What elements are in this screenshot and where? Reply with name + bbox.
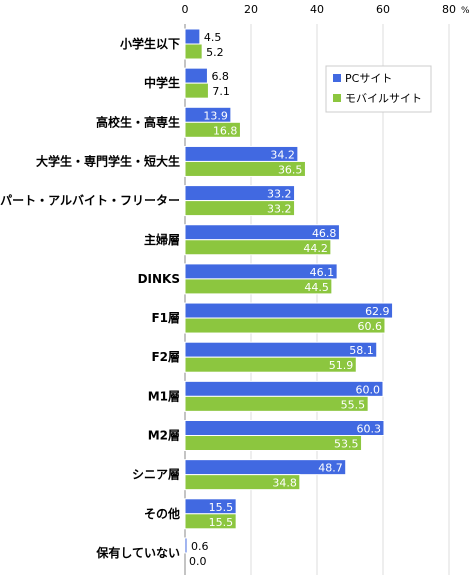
data-label: 13.9	[203, 109, 228, 122]
bar-mobile	[184, 82, 209, 99]
bar-mobile	[184, 317, 386, 334]
data-label: 60.6	[357, 320, 382, 333]
bar-mobile	[184, 513, 237, 530]
bar-pc	[184, 302, 394, 319]
bar-mobile	[184, 200, 296, 217]
category-label: 主婦層	[144, 232, 180, 247]
bar-pc	[184, 380, 384, 397]
bar-mobile	[184, 160, 306, 177]
category-label: F2層	[151, 350, 180, 364]
data-label: 33.2	[267, 203, 292, 216]
bar-pc	[184, 28, 201, 45]
data-label: 55.5	[341, 398, 366, 411]
data-label: 6.8	[211, 70, 229, 83]
bar-mobile	[184, 356, 357, 373]
data-label: 44.5	[304, 281, 329, 294]
category-label: M2層	[148, 429, 180, 443]
bar-mobile	[184, 239, 332, 256]
category-label: 中学生	[144, 75, 180, 90]
data-label: 0.0	[189, 555, 207, 568]
category-label: パート・アルバイト・フリーター	[0, 194, 180, 208]
bar-pc	[184, 537, 188, 554]
data-label: 34.8	[272, 477, 297, 490]
legend-swatch	[333, 94, 341, 102]
data-label: 62.9	[365, 305, 390, 318]
x-axis-ticks: 0 20 40 60 80	[182, 3, 457, 16]
category-label: M1層	[148, 389, 180, 403]
category-label: 保有していない	[95, 545, 180, 560]
bar-mobile	[184, 43, 203, 60]
data-label: 15.5	[209, 501, 234, 514]
data-label: 7.1	[212, 85, 230, 98]
bars: 4.5 5.2 6.8 7.1 13.9 16.8 34.2 36.5 33.2 33.2 46.8…	[184, 28, 394, 568]
legend-swatch	[333, 74, 341, 82]
category-label: 高校生・高専生	[96, 114, 180, 129]
x-tick-label: 60	[376, 3, 390, 16]
data-label: 60.0	[356, 383, 381, 396]
data-label: 0.6	[191, 540, 209, 553]
data-label: 60.3	[356, 423, 381, 436]
x-tick-label: 20	[244, 3, 258, 16]
data-label: 34.2	[270, 148, 295, 161]
legend-label: モバイルサイト	[345, 92, 422, 105]
data-label: 36.5	[278, 163, 303, 176]
category-label: 大学生・専門学生・短大生	[36, 153, 180, 168]
bar-pc	[184, 420, 385, 436]
data-label: 58.1	[349, 344, 374, 357]
bar-mobile	[184, 278, 333, 295]
data-label: 51.9	[329, 359, 354, 372]
legend-label: PCサイト	[345, 72, 392, 85]
bar-pc	[184, 341, 378, 358]
data-label: 15.5	[209, 516, 234, 529]
data-label: 5.2	[206, 46, 224, 59]
x-tick-label: 40	[310, 3, 324, 16]
category-label: F1層	[151, 311, 180, 325]
data-label: 44.2	[303, 242, 328, 255]
data-label: 16.8	[213, 124, 238, 137]
category-label: その他	[144, 506, 180, 521]
data-label: 4.5	[204, 31, 222, 44]
category-label: シニア層	[132, 468, 180, 482]
data-label: 46.8	[312, 227, 337, 240]
category-label: DINKS	[138, 272, 180, 286]
data-label: 46.1	[310, 266, 335, 279]
x-tick-label: 0	[182, 3, 189, 16]
data-label: 33.2	[267, 188, 292, 201]
bar-pc	[184, 67, 208, 84]
bar-mobile	[184, 435, 363, 451]
x-axis-unit: %	[461, 6, 470, 16]
bar-mobile	[184, 121, 241, 138]
category-labels: 小学生以下中学生高校生・高専生大学生・専門学生・短大生パート・アルバイト・フリー…	[0, 36, 180, 560]
bar-mobile	[184, 474, 301, 491]
data-label: 53.5	[334, 438, 359, 451]
data-label: 48.7	[318, 462, 343, 475]
category-label: 小学生以下	[120, 36, 180, 51]
x-tick-label: 80	[442, 3, 456, 16]
bar-mobile	[184, 395, 369, 412]
legend-box	[325, 65, 432, 113]
